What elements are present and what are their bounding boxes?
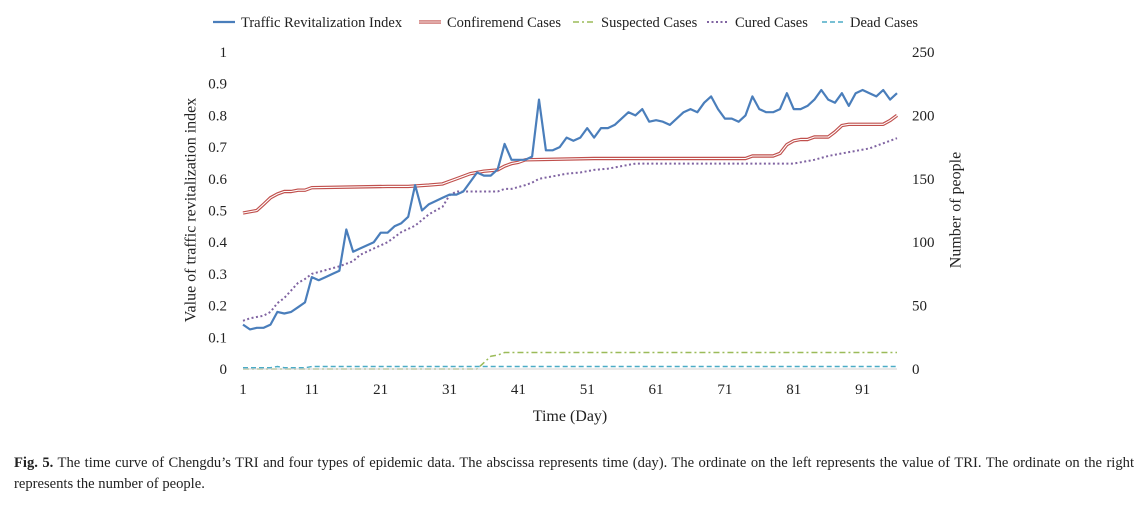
chart: Traffic Revitalization Index Confiremend … <box>183 15 965 425</box>
legend-item-dead-cases: Dead Cases <box>822 15 918 31</box>
y-right-tick-label: 150 <box>912 172 935 188</box>
legend-label: Traffic Revitalization Index <box>241 15 403 31</box>
x-ticks: 1 11 21 31 41 51 61 71 81 91 <box>239 382 870 398</box>
y-left-tick-label: 0 <box>220 362 228 378</box>
y-left-tick-label: 0.6 <box>208 172 227 188</box>
legend-item-traffic-revitalization-index: Traffic Revitalization Index <box>213 15 403 31</box>
x-tick-label: 81 <box>786 382 801 398</box>
series-line <box>242 88 898 331</box>
x-tick-label: 91 <box>855 382 870 398</box>
x-tick-label: 11 <box>305 382 319 398</box>
y-right-axis-title: Number of people <box>948 152 965 268</box>
x-tick-label: 41 <box>511 382 526 398</box>
legend: Traffic Revitalization Index Confiremend … <box>213 15 918 31</box>
legend-label: Cured Cases <box>735 15 808 31</box>
x-tick-label: 61 <box>649 382 664 398</box>
legend-item-confiremend-cases: Confiremend Cases <box>419 15 561 31</box>
y-left-tick-label: 0.8 <box>208 108 227 124</box>
series-layer <box>242 88 899 370</box>
x-tick-label: 71 <box>717 382 732 398</box>
x-axis-title: Time (Day) <box>533 408 608 425</box>
y-right-tick-label: 200 <box>912 108 935 124</box>
legend-label: Dead Cases <box>850 15 918 31</box>
y-left-axis-title: Value of traffic revitalization index <box>183 98 200 323</box>
y-left-tick-label: 0.4 <box>208 235 227 251</box>
caption-text: The time curve of Chengdu’s TRI and four… <box>14 455 1135 492</box>
legend-item-cured-cases: Cured Cases <box>707 15 808 31</box>
series-cured-cases <box>242 137 898 322</box>
series-traffic-revitalization-index <box>242 88 898 331</box>
y-left-tick-label: 0.7 <box>208 140 227 156</box>
y-right-ticks: 0 50 100 150 200 250 <box>912 45 935 378</box>
series-line <box>243 365 897 369</box>
legend-label: Confiremend Cases <box>447 15 561 31</box>
series-line <box>242 137 898 322</box>
y-left-tick-label: 1 <box>220 45 228 61</box>
y-right-tick-label: 100 <box>912 235 935 251</box>
x-tick-label: 51 <box>580 382 595 398</box>
series-line-inner <box>242 114 898 214</box>
y-left-tick-label: 0.5 <box>208 204 227 220</box>
y-left-tick-label: 0.1 <box>208 330 227 346</box>
x-tick-label: 31 <box>442 382 457 398</box>
y-left-tick-label: 0.9 <box>208 77 227 93</box>
x-tick-label: 21 <box>373 382 388 398</box>
y-right-tick-label: 0 <box>912 362 920 378</box>
y-left-ticks: 0 0.1 0.2 0.3 0.4 0.5 0.6 0.7 0.8 0.9 1 <box>208 45 227 378</box>
x-tick-label: 1 <box>239 382 247 398</box>
y-right-tick-label: 50 <box>912 299 927 315</box>
y-left-tick-label: 0.3 <box>208 267 227 283</box>
caption-label: Fig. 5. <box>14 455 54 471</box>
y-right-tick-label: 250 <box>912 45 935 61</box>
figure-caption: Fig. 5. The time curve of Chengdu’s TRI … <box>14 453 1134 495</box>
y-left-tick-label: 0.2 <box>208 299 227 315</box>
series-line-outer <box>242 114 899 215</box>
legend-item-suspected-cases: Suspected Cases <box>573 15 698 31</box>
series-confiremend-cases <box>242 114 899 215</box>
legend-label: Suspected Cases <box>601 15 698 31</box>
series-dead-cases <box>243 365 897 369</box>
